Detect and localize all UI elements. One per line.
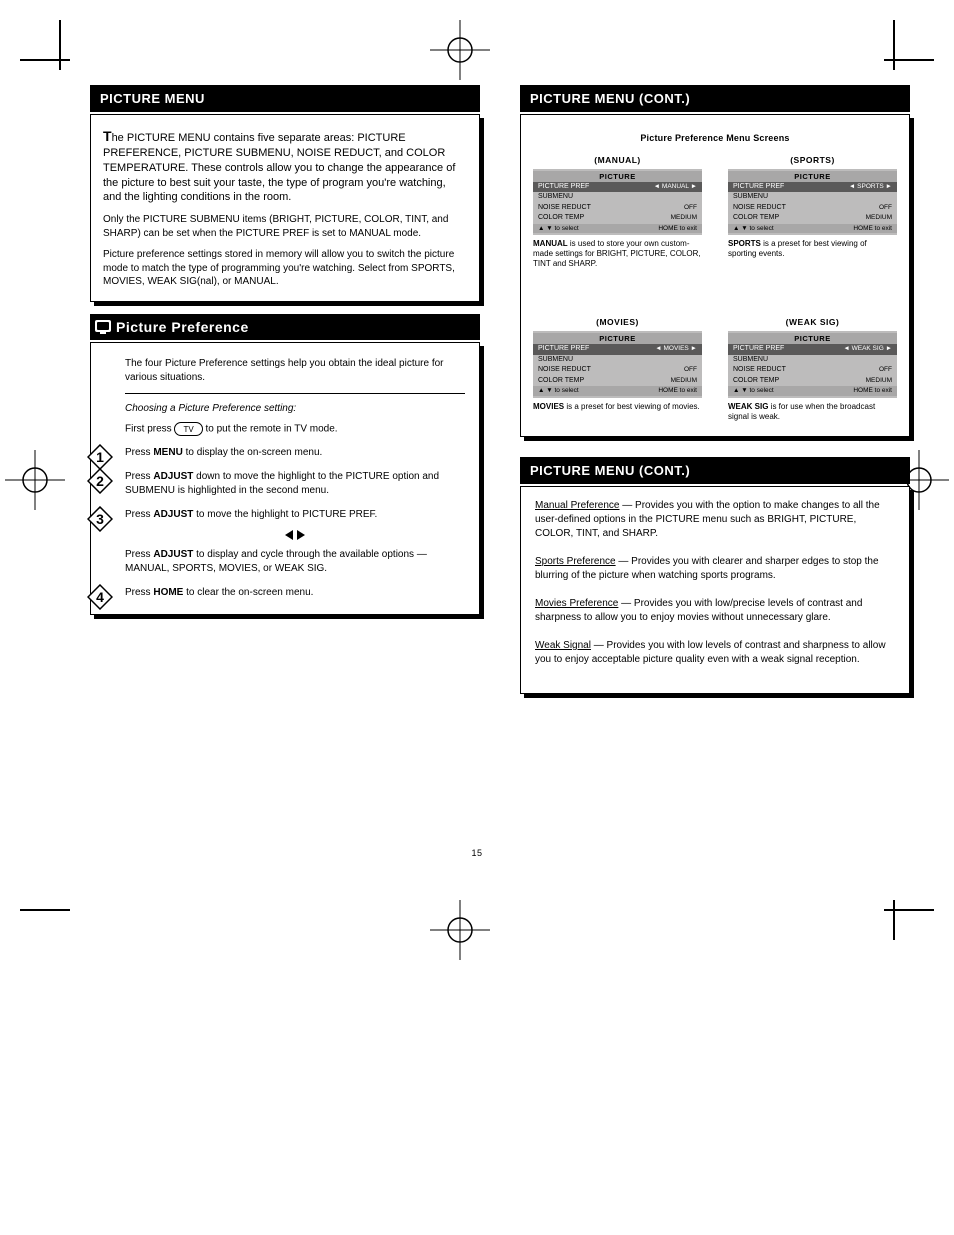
intro-paragraph-2: Only the PICTURE SUBMENU items (BRIGHT, …: [103, 213, 467, 240]
osd-note: SPORTS is a preset for best viewing of s…: [728, 239, 897, 259]
step-1: 1 Press MENU to display the on-screen me…: [125, 446, 465, 460]
osd-variant-title: (MANUAL): [533, 155, 702, 165]
osd-row: COLOR TEMPMEDIUM: [533, 376, 702, 386]
osd-head: PICTURE: [728, 171, 897, 182]
osd-row: COLOR TEMPMEDIUM: [728, 213, 897, 223]
screens-grid: (MANUAL)PICTUREPICTURE PREF◄ MANUAL ►SUB…: [533, 155, 897, 422]
page-number: 15: [471, 848, 482, 858]
preset-item: Weak Signal — Provides you with low leve…: [535, 639, 895, 667]
osd-row: PICTURE PREF◄ MOVIES ►: [533, 344, 702, 354]
osd-row: SUBMENU: [728, 192, 897, 202]
crop-mark-tl: [20, 20, 80, 80]
registration-target-left: [5, 450, 65, 510]
preset-name: Manual Preference: [535, 500, 620, 511]
presets-box: Manual Preference — Provides you with th…: [520, 486, 910, 694]
osd-panel: PICTUREPICTURE PREF◄ WEAK SIG ►SUBMENUNO…: [728, 331, 897, 397]
preset-name: Sports Preference: [535, 556, 616, 567]
osd-variant-title: (SPORTS): [728, 155, 897, 165]
osd-hint: ▲ ▼ to selectHOME to exit: [533, 386, 702, 396]
osd-hint: ▲ ▼ to selectHOME to exit: [728, 386, 897, 396]
osd-screen: (WEAK SIG) PICTUREPICTURE PREF◄ WEAK SIG …: [728, 317, 897, 421]
osd-row: PICTURE PREF◄ WEAK SIG ►: [728, 344, 897, 354]
osd-hint: ▲ ▼ to selectHOME to exit: [533, 224, 702, 234]
preset-item: Sports Preference — Provides you with cl…: [535, 555, 895, 583]
osd-panel: PICTUREPICTURE PREF◄ MOVIES ►SUBMENUNOIS…: [533, 331, 702, 397]
left-column: PICTURE MENU The PICTURE MENU contains f…: [90, 85, 480, 694]
preset-name: Weak Signal: [535, 640, 591, 651]
osd-screen: (SPORTS) PICTUREPICTURE PREF◄ SPORTS ►SUB…: [728, 155, 897, 269]
intro-box: The PICTURE MENU contains five separate …: [90, 114, 480, 302]
screens-box: Picture Preference Menu Screens (MANUAL)…: [520, 114, 910, 437]
osd-row: NOISE REDUCTOFF: [728, 365, 897, 375]
right-column: PICTURE MENU (CONT.) Picture Preference …: [520, 85, 910, 694]
crop-mark-bl: [20, 900, 80, 940]
osd-variant-title: (WEAK SIG): [728, 317, 897, 327]
screens-title: Picture Preference Menu Screens: [533, 133, 897, 143]
intro-paragraph-3: Picture preference settings stored in me…: [103, 248, 467, 289]
osd-variant-title: (MOVIES): [533, 317, 702, 327]
section-title: Picture Preference: [116, 319, 249, 335]
step-3: 3 Press ADJUST to move the highlight to …: [125, 508, 465, 576]
menu-button: MENU: [153, 447, 182, 458]
osd-head: PICTURE: [533, 333, 702, 344]
osd-row: NOISE REDUCTOFF: [533, 365, 702, 375]
osd-note: MOVIES is a preset for best viewing of m…: [533, 402, 702, 412]
osd-note: WEAK SIG is for use when the broadcast s…: [728, 402, 897, 422]
adjust-button: ADJUST: [153, 471, 193, 482]
intro-lead: he PICTURE MENU contains five separate a…: [103, 132, 455, 203]
osd-row: SUBMENU: [533, 355, 702, 365]
osd-head: PICTURE: [533, 171, 702, 182]
osd-panel: PICTUREPICTURE PREF◄ MANUAL ►SUBMENUNOIS…: [533, 169, 702, 235]
crop-mark-tr: [874, 20, 934, 80]
step-marker-1: 1: [87, 444, 113, 470]
registration-target-top: [430, 20, 490, 80]
registration-target-bottom: [430, 900, 490, 960]
osd-note: MANUAL is used to store your own custom-…: [533, 239, 702, 269]
arrow-right-icon: [297, 530, 305, 540]
preset-name: Movies Preference: [535, 598, 618, 609]
header-right-2: PICTURE MENU (CONT.): [520, 457, 910, 484]
osd-head: PICTURE: [728, 333, 897, 344]
tv-icon: [90, 319, 116, 335]
tv-button: TV: [174, 422, 202, 436]
step-marker-2: 2: [87, 468, 113, 494]
steps-intro-1: The four Picture Preference settings hel…: [125, 357, 465, 385]
steps-first-press: First press TV to put the remote in TV m…: [125, 422, 465, 437]
osd-row: COLOR TEMPMEDIUM: [533, 213, 702, 223]
osd-row: NOISE REDUCTOFF: [728, 203, 897, 213]
step-marker-3: 3: [87, 506, 113, 532]
steps-choosing: Choosing a Picture Preference setting:: [125, 402, 465, 416]
osd-screen: (MANUAL) PICTUREPICTURE PREF◄ MANUAL ►SUB…: [533, 155, 702, 269]
osd-row: PICTURE PREF◄ MANUAL ►: [533, 182, 702, 192]
steps-box: The four Picture Preference settings hel…: [90, 342, 480, 616]
preset-item: Manual Preference — Provides you with th…: [535, 499, 895, 541]
preset-item: Movies Preference — Provides you with lo…: [535, 597, 895, 625]
divider: [125, 393, 465, 394]
step-4: 4 Press HOME to clear the on-screen menu…: [125, 586, 465, 600]
osd-row: SUBMENU: [728, 355, 897, 365]
osd-panel: PICTUREPICTURE PREF◄ SPORTS ►SUBMENUNOIS…: [728, 169, 897, 235]
osd-row: COLOR TEMPMEDIUM: [728, 376, 897, 386]
dropcap: T: [103, 128, 112, 144]
osd-hint: ▲ ▼ to selectHOME to exit: [728, 224, 897, 234]
osd-row: SUBMENU: [533, 192, 702, 202]
header-right-1: PICTURE MENU (CONT.): [520, 85, 910, 112]
section-header-picture-pref: Picture Preference: [90, 314, 480, 340]
home-button: HOME: [153, 587, 183, 598]
header-left: PICTURE MENU: [90, 85, 480, 112]
osd-row: NOISE REDUCTOFF: [533, 203, 702, 213]
osd-screen: (MOVIES) PICTUREPICTURE PREF◄ MOVIES ►SUB…: [533, 317, 702, 421]
arrow-left-icon: [285, 530, 293, 540]
page-body: PICTURE MENU The PICTURE MENU contains f…: [90, 85, 910, 694]
step-marker-4: 4: [87, 584, 113, 610]
step-2: 2 Press ADJUST down to move the highligh…: [125, 470, 465, 498]
osd-row: PICTURE PREF◄ SPORTS ►: [728, 182, 897, 192]
crop-mark-br: [874, 900, 934, 940]
adjust-arrows: [125, 528, 465, 542]
intro-paragraph-1: The PICTURE MENU contains five separate …: [103, 127, 467, 205]
